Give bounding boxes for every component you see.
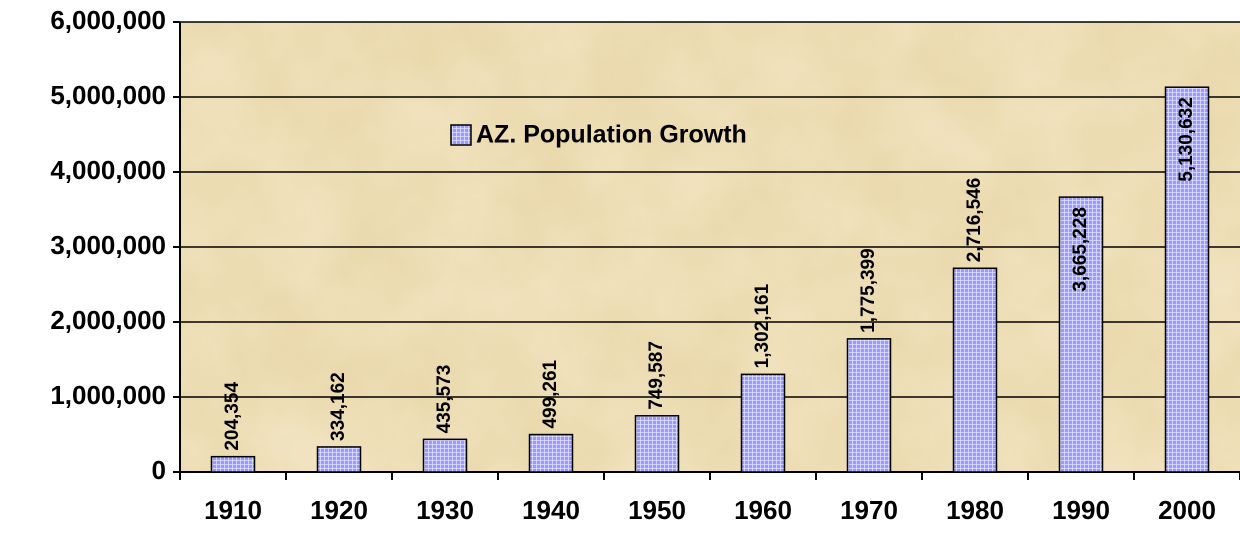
y-tick-label: 6,000,000 (50, 5, 166, 35)
value-label: 334,162 (328, 372, 349, 441)
bar (422, 438, 468, 473)
x-tick-label: 1950 (628, 495, 686, 525)
x-tick-label: 1940 (522, 495, 580, 525)
x-tick-label: 2000 (1158, 495, 1216, 525)
value-label: 5,130,632 (1176, 97, 1197, 182)
value-label: 1,302,161 (752, 283, 773, 368)
bar (210, 455, 256, 473)
y-tick-label: 2,000,000 (50, 305, 166, 335)
x-tick-label: 1920 (310, 495, 368, 525)
bar (634, 415, 680, 473)
x-tick-label: 1960 (734, 495, 792, 525)
y-tick-label: 4,000,000 (50, 155, 166, 185)
x-tick-label: 1910 (204, 495, 262, 525)
bar (740, 373, 786, 473)
legend-label: AZ. Population Growth (476, 121, 747, 149)
value-label: 499,261 (540, 359, 561, 428)
y-tick-label: 3,000,000 (50, 230, 166, 260)
value-label: 1,775,399 (858, 248, 879, 333)
bar (846, 338, 892, 473)
bar (952, 267, 998, 473)
y-tick-label: 0 (152, 455, 166, 485)
value-label: 204,354 (222, 382, 243, 451)
x-tick-label: 1980 (946, 495, 1004, 525)
bar (1058, 196, 1104, 473)
bar (528, 433, 574, 473)
y-tick-label: 1,000,000 (50, 380, 166, 410)
value-label: 749,587 (646, 341, 667, 410)
value-label: 3,665,228 (1070, 207, 1091, 292)
value-label: 435,573 (434, 365, 455, 434)
bar (316, 446, 362, 473)
value-label: 2,716,546 (964, 178, 985, 263)
legend-swatch (450, 124, 472, 146)
x-tick-label: 1990 (1052, 495, 1110, 525)
x-tick-label: 1930 (416, 495, 474, 525)
bar (1164, 86, 1210, 473)
y-tick-label: 5,000,000 (50, 80, 166, 110)
x-tick-label: 1970 (840, 495, 898, 525)
